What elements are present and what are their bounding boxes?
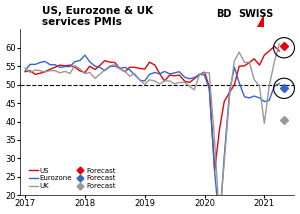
Legend: US, Eurozone, UK, Forecast, Forecast, Forecast: US, Eurozone, UK, Forecast, Forecast, Fo… bbox=[27, 165, 119, 192]
Polygon shape bbox=[256, 14, 264, 27]
Text: US, Eurozone & UK
services PMIs: US, Eurozone & UK services PMIs bbox=[42, 6, 153, 27]
Text: SWISS: SWISS bbox=[238, 9, 274, 19]
Text: BD: BD bbox=[216, 9, 231, 19]
